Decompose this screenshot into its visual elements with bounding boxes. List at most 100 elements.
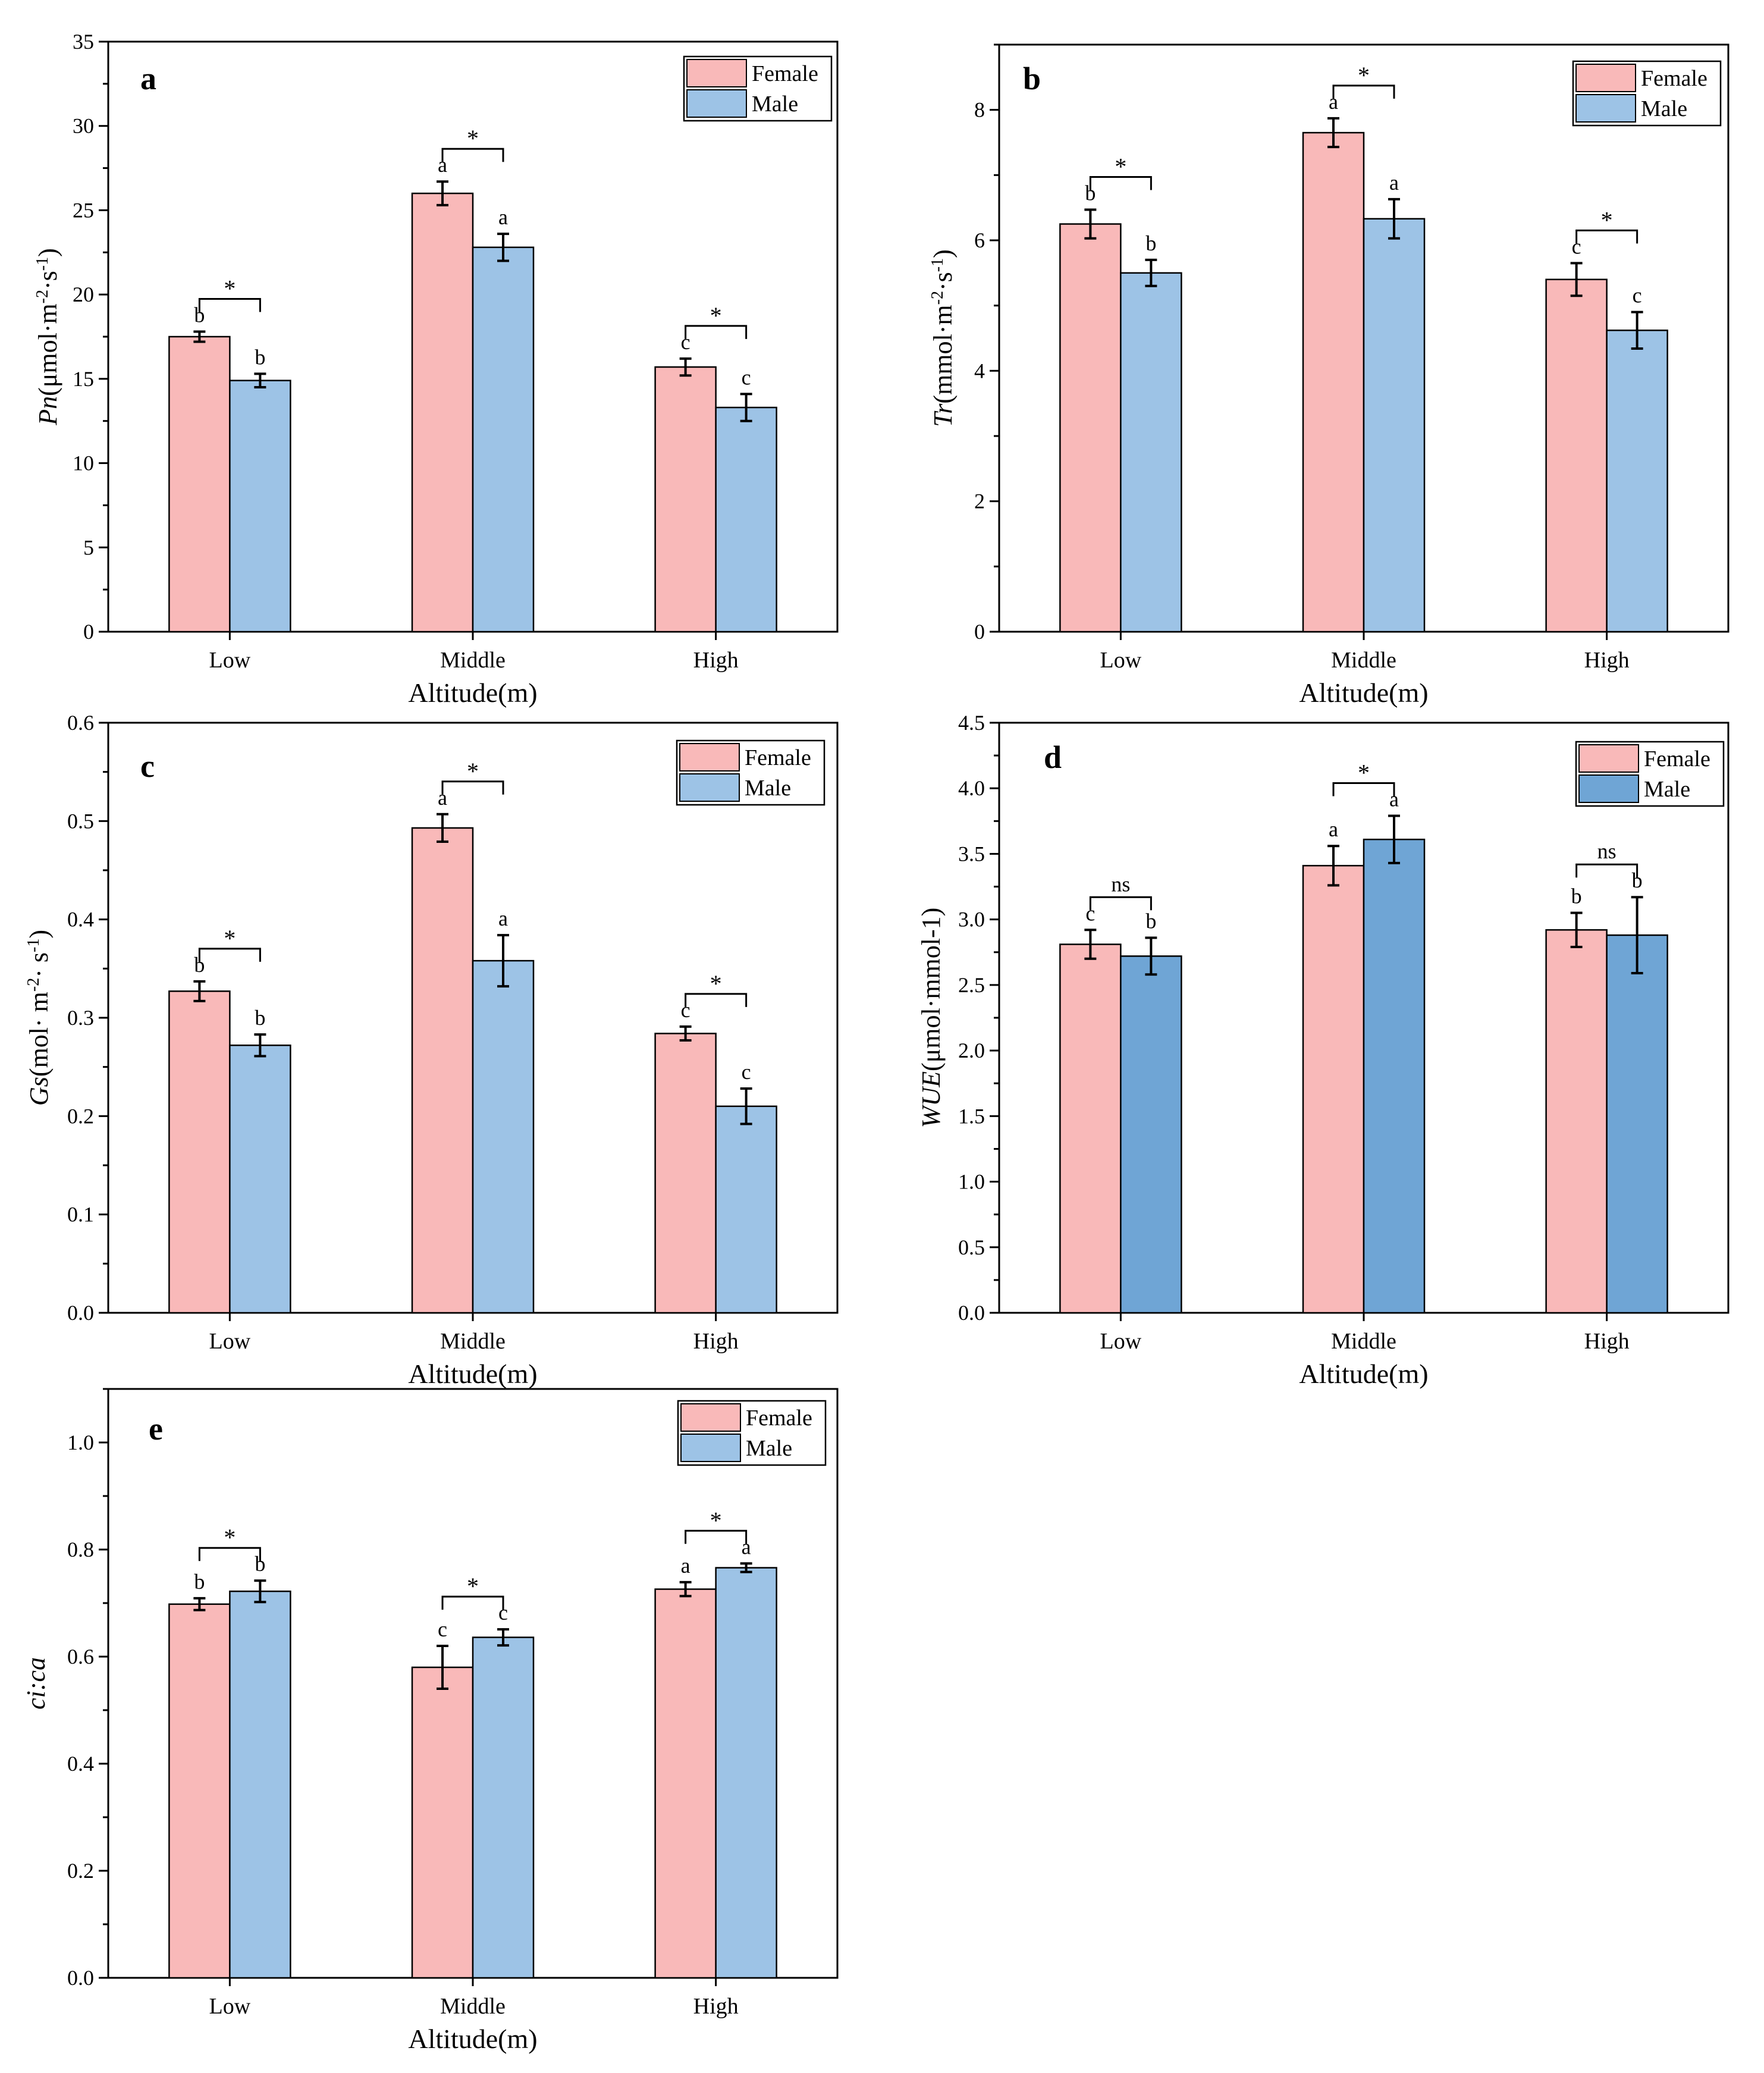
legend-swatch-female: [1575, 64, 1636, 92]
y-axis-label: Tr(mmol·m-2·s-1): [928, 249, 958, 426]
letter-label-female-high: a: [681, 1554, 690, 1578]
bar-female-high: [654, 1588, 717, 1979]
legend-swatch-female: [679, 743, 740, 772]
y-axis-label-end: ): [24, 930, 54, 939]
legend-swatch-male: [679, 773, 740, 802]
letter-label-male-middle: a: [1389, 788, 1399, 811]
y-tick-label: 0.3: [67, 1006, 94, 1030]
y-tick-label: 4.0: [958, 776, 985, 800]
panel-label: d: [1044, 739, 1062, 775]
significance-bracket: [1575, 863, 1639, 878]
letter-label-female-high: c: [681, 330, 690, 354]
y-tick-label: 15: [73, 367, 94, 391]
significance-bracket: [685, 993, 748, 1007]
y-tick-label: 30: [73, 114, 94, 138]
y-axis-label-sup2: -1: [33, 257, 52, 271]
legend-label-female: Female: [1641, 66, 1707, 91]
x-tick-label-low: Low: [1100, 1329, 1142, 1354]
significance-mark-high: *: [710, 970, 722, 997]
y-tick-label: 25: [73, 198, 94, 222]
x-tick-label-high: High: [693, 648, 739, 673]
significance-bracket: [1089, 175, 1152, 190]
y-axis-label-rest: (mmol·m: [928, 305, 958, 403]
y-tick-label: 0.8: [67, 1538, 94, 1561]
letter-label-female-low: b: [194, 953, 205, 977]
panel-b: 0 2 4 6 8 Low Middle High Altitude(m) Tr(mmol·m-2…: [928, 43, 1730, 708]
y-tick-label: 2.5: [958, 973, 985, 997]
y-axis-label-end: ): [928, 249, 958, 258]
significance-bracket: [685, 325, 748, 339]
letter-label-female-low: c: [1085, 901, 1095, 925]
legend-swatch-female: [686, 59, 747, 87]
y-tick-label: 0: [83, 620, 94, 644]
letter-label-female-high: b: [1571, 885, 1582, 908]
letter-label-male-middle: a: [498, 907, 508, 930]
y-tick-label: 0.6: [67, 711, 94, 735]
x-tick-label-middle: Middle: [440, 1994, 506, 2019]
bar-male-middle: [1363, 838, 1426, 1314]
y-tick-label: 8: [974, 98, 985, 122]
bar-male-low: [229, 1045, 291, 1314]
letter-label-male-low: b: [1145, 231, 1156, 255]
y-tick-label: 10: [73, 451, 94, 475]
bar-male-middle: [472, 1636, 535, 1979]
y-axis-label-italic: Gs: [24, 1077, 54, 1106]
legend-label-male: Male: [746, 1436, 792, 1461]
bar-male-low: [1120, 272, 1182, 633]
letter-label-male-high: c: [742, 365, 751, 389]
panel-e: 0.0 0.2 0.4 0.6 0.8 1.0 Low Middle High Altitude(…: [21, 1388, 839, 2054]
legend-label-female: Female: [746, 1406, 812, 1431]
significance-mark-low: *: [224, 1524, 236, 1551]
y-axis-label-italic: Pn: [33, 396, 62, 426]
significance-mark-high: ns: [1597, 839, 1617, 863]
bar-male-high: [715, 1105, 777, 1314]
significance-bracket: [1332, 782, 1395, 796]
y-axis-label: ci:ca: [21, 1657, 51, 1710]
legend-label-male: Male: [752, 92, 798, 117]
significance-mark-high: *: [1601, 206, 1613, 233]
letter-label-male-low: b: [255, 345, 265, 369]
significance-mark-low: *: [224, 275, 236, 302]
significance-bracket: [1332, 84, 1395, 99]
bar-male-high: [1606, 330, 1668, 633]
bar-female-low: [168, 990, 231, 1314]
y-tick-label: 2.0: [958, 1039, 985, 1062]
legend-label-female: Female: [752, 61, 818, 86]
letter-label-female-low: b: [194, 303, 205, 327]
x-tick-label-middle: Middle: [1331, 648, 1396, 673]
significance-bracket: [198, 948, 261, 962]
bar-female-high: [1545, 278, 1608, 633]
letter-label-female-high: c: [1572, 234, 1581, 258]
significance-bracket: [1089, 896, 1152, 911]
letter-label-female-middle: a: [1329, 817, 1338, 841]
y-tick-label: 0.5: [958, 1235, 985, 1259]
legend: Female Male: [683, 55, 833, 122]
panel-a: 0 5 10 15 20 25 30 35 Low Middle High Altitude(m) Pn…: [33, 30, 839, 708]
significance-bracket: [1575, 229, 1639, 244]
letter-label-female-low: b: [1085, 181, 1096, 205]
letter-label-male-middle: c: [498, 1601, 508, 1624]
bar-female-low: [1059, 943, 1122, 1314]
y-tick-label: 0.1: [67, 1203, 94, 1227]
y-axis-label-rest: (mol· m: [24, 992, 54, 1077]
panel-c: 0.0 0.1 0.2 0.3 0.4 0.5 0.6 Low Middle High Altitu…: [24, 711, 839, 1389]
y-axis-label-italic: ci:ca: [21, 1657, 51, 1710]
significance-bracket: [441, 148, 504, 162]
y-axis-label-rest: (μmol·m: [33, 303, 62, 396]
y-tick-label: 5: [83, 535, 94, 559]
letter-label-male-low: b: [255, 1552, 265, 1576]
bar-female-middle: [1302, 131, 1365, 633]
bar-female-high: [654, 1033, 717, 1314]
x-tick-label-high: High: [693, 1994, 739, 2019]
bar-female-high: [654, 366, 717, 633]
legend: Female Male: [677, 1400, 827, 1466]
y-axis-label-sup2: -1: [928, 258, 947, 272]
letter-label-male-high: c: [742, 1060, 751, 1084]
letter-label-male-high: b: [1632, 868, 1643, 892]
bar-male-middle: [472, 959, 535, 1314]
significance-mark-middle: *: [467, 125, 479, 152]
legend-label-female: Female: [745, 745, 811, 770]
bar-female-low: [168, 335, 231, 633]
legend-label-male: Male: [745, 776, 791, 801]
y-axis-label-rest: (μmol·mmol-1): [916, 908, 946, 1071]
